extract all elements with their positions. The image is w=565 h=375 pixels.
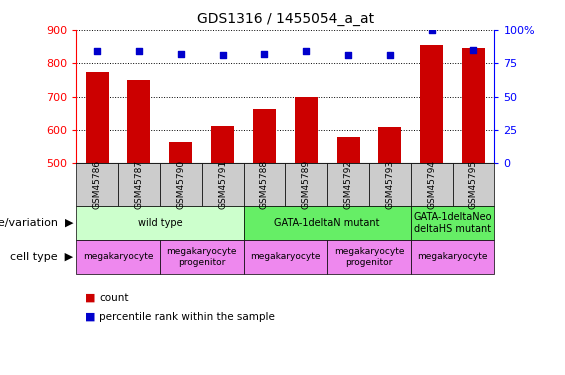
Bar: [253, 109, 276, 163]
Text: GSM45788: GSM45788: [260, 160, 269, 209]
Text: GSM45791: GSM45791: [218, 160, 227, 209]
Bar: [295, 97, 318, 163]
Point: [218, 52, 227, 58]
Bar: [337, 137, 359, 163]
Point: [385, 52, 394, 58]
Text: megakaryocyte: megakaryocyte: [250, 252, 320, 261]
Text: GSM45792: GSM45792: [344, 160, 353, 209]
Text: wild type: wild type: [138, 218, 182, 228]
Text: GSM45790: GSM45790: [176, 160, 185, 209]
Point: [344, 52, 353, 58]
Text: megakaryocyte: megakaryocyte: [418, 252, 488, 261]
Text: GSM45786: GSM45786: [93, 160, 102, 209]
Bar: [211, 126, 234, 163]
Point: [176, 51, 185, 57]
Text: GATA-1deltaNeo
deltaHS mutant: GATA-1deltaNeo deltaHS mutant: [414, 212, 492, 234]
Text: count: count: [99, 293, 128, 303]
Text: GSM45793: GSM45793: [385, 160, 394, 209]
Bar: [420, 45, 443, 163]
Point: [427, 27, 436, 33]
Bar: [128, 80, 150, 163]
Point: [302, 48, 311, 54]
Bar: [379, 127, 401, 163]
Text: megakaryocyte: megakaryocyte: [83, 252, 153, 261]
Text: GSM45795: GSM45795: [469, 160, 478, 209]
Title: GDS1316 / 1455054_a_at: GDS1316 / 1455054_a_at: [197, 12, 374, 26]
Point: [134, 48, 144, 54]
Text: megakaryocyte
progenitor: megakaryocyte progenitor: [334, 247, 404, 267]
Text: GSM45794: GSM45794: [427, 160, 436, 209]
Point: [260, 51, 269, 57]
Text: megakaryocyte
progenitor: megakaryocyte progenitor: [167, 247, 237, 267]
Point: [93, 48, 102, 54]
Bar: [86, 72, 108, 163]
Text: GATA-1deltaN mutant: GATA-1deltaN mutant: [275, 218, 380, 228]
Text: ■: ■: [85, 293, 95, 303]
Text: GSM45787: GSM45787: [134, 160, 144, 209]
Text: ■: ■: [85, 312, 95, 322]
Text: genotype/variation  ▶: genotype/variation ▶: [0, 218, 73, 228]
Text: cell type  ▶: cell type ▶: [10, 252, 73, 262]
Text: GSM45789: GSM45789: [302, 160, 311, 209]
Point: [469, 47, 478, 53]
Bar: [170, 142, 192, 163]
Bar: [462, 48, 485, 163]
Text: percentile rank within the sample: percentile rank within the sample: [99, 312, 275, 322]
